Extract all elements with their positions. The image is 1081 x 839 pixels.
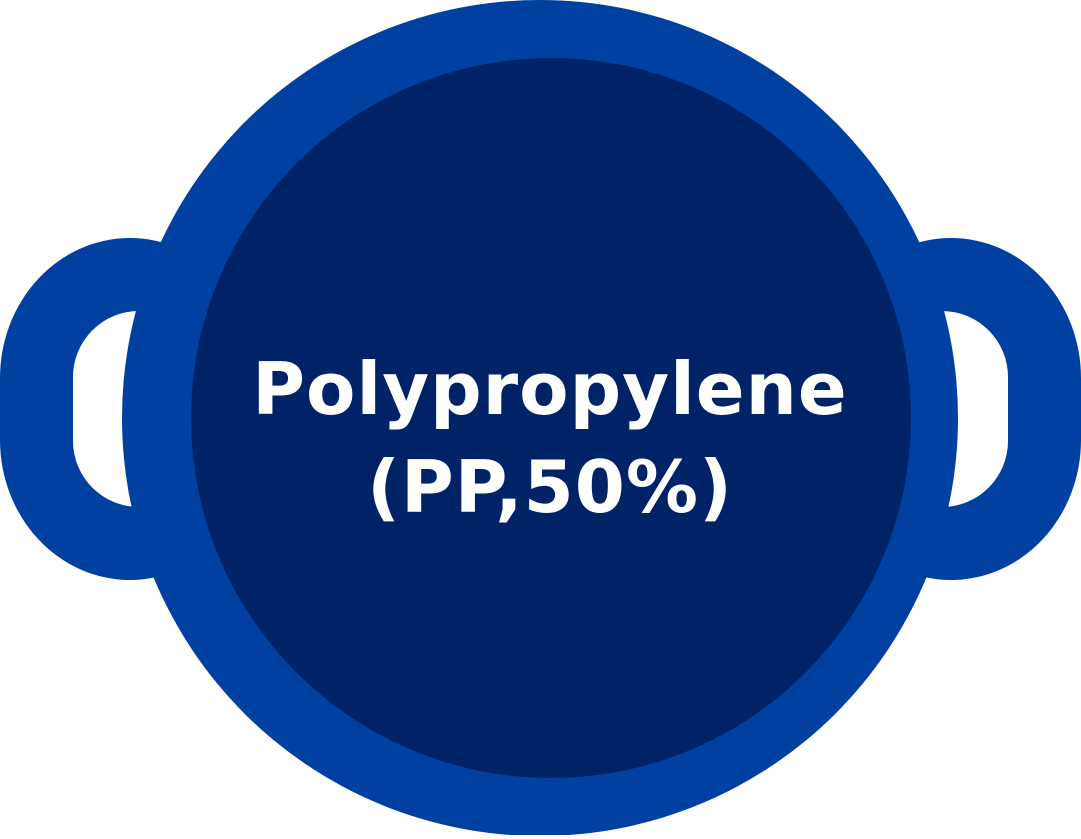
material-label: Polypropylene (PP,50%) <box>190 340 910 536</box>
pot-inner-disc <box>191 58 911 778</box>
material-code-share: (PP,50%) <box>367 445 733 529</box>
material-name: Polypropylene <box>252 347 848 431</box>
